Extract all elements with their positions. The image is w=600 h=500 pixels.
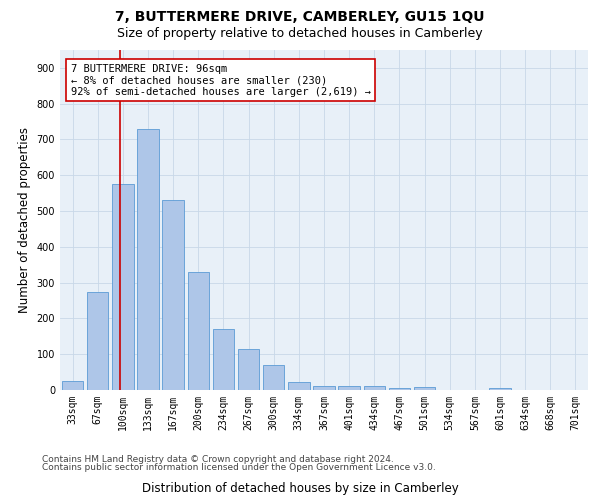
Text: 7 BUTTERMERE DRIVE: 96sqm
← 8% of detached houses are smaller (230)
92% of semi-: 7 BUTTERMERE DRIVE: 96sqm ← 8% of detach… — [71, 64, 371, 97]
Bar — [490, 388, 511, 390]
Bar — [263, 365, 284, 390]
Bar — [364, 386, 385, 390]
Bar — [188, 272, 209, 390]
Bar — [389, 388, 410, 390]
Text: 7, BUTTERMERE DRIVE, CAMBERLEY, GU15 1QU: 7, BUTTERMERE DRIVE, CAMBERLEY, GU15 1QU — [115, 10, 485, 24]
Text: Distribution of detached houses by size in Camberley: Distribution of detached houses by size … — [142, 482, 458, 495]
Text: Contains public sector information licensed under the Open Government Licence v3: Contains public sector information licen… — [42, 464, 436, 472]
Y-axis label: Number of detached properties: Number of detached properties — [18, 127, 31, 313]
Bar — [87, 292, 109, 390]
Bar — [112, 184, 134, 390]
Bar — [62, 381, 83, 390]
Bar — [414, 387, 435, 390]
Bar — [338, 386, 360, 390]
Bar — [313, 386, 335, 390]
Bar — [213, 329, 234, 390]
Text: Size of property relative to detached houses in Camberley: Size of property relative to detached ho… — [117, 28, 483, 40]
Text: Contains HM Land Registry data © Crown copyright and database right 2024.: Contains HM Land Registry data © Crown c… — [42, 455, 394, 464]
Bar — [163, 200, 184, 390]
Bar — [137, 128, 158, 390]
Bar — [288, 382, 310, 390]
Bar — [238, 349, 259, 390]
